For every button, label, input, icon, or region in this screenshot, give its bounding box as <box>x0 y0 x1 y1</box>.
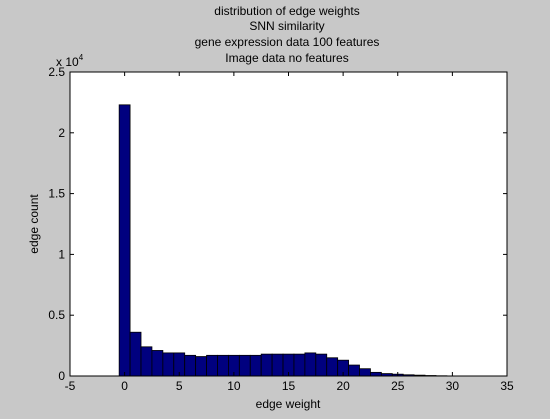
x-tick-label: 25 <box>391 379 405 393</box>
bar <box>348 364 360 377</box>
y-tick-label: 1 <box>58 247 65 261</box>
bar <box>359 368 371 377</box>
bar <box>217 354 229 377</box>
title-line-4: Image data no features <box>225 51 348 65</box>
plot-area <box>70 72 507 376</box>
x-tick-label: 35 <box>500 379 514 393</box>
title-line-2: SNN similarity <box>249 19 324 33</box>
x-tick-label: -5 <box>65 379 76 393</box>
y-exponent-power: 4 <box>79 53 84 62</box>
bar <box>206 354 218 377</box>
x-axis-label: edge weight <box>256 397 321 411</box>
bar <box>195 356 207 377</box>
y-exponent: x 104 <box>56 53 84 69</box>
bar <box>293 353 306 377</box>
bar <box>238 354 251 377</box>
bar <box>260 353 273 377</box>
bar <box>271 353 284 377</box>
bar <box>315 353 328 377</box>
bar <box>249 354 262 377</box>
y-axis-label: edge count <box>27 194 41 254</box>
x-axis-ticks: -5 0 5 10 15 20 25 30 35 <box>65 72 514 393</box>
x-tick-label: 15 <box>282 379 296 393</box>
chart-title: distribution of edge weights SNN similar… <box>195 4 380 65</box>
y-tick-label: 0 <box>58 369 65 383</box>
y-axis-ticks: 0 0.5 1 1.5 2 2.5 <box>48 65 507 383</box>
y-tick-label: 1.5 <box>48 187 65 201</box>
y-exponent-base: x 10 <box>56 55 79 69</box>
bar <box>151 350 164 377</box>
x-tick-label: 10 <box>227 379 241 393</box>
bar <box>162 352 175 377</box>
x-tick-label: 5 <box>176 379 183 393</box>
title-line-3: gene expression data 100 features <box>195 35 380 49</box>
bar <box>304 352 317 377</box>
bar <box>140 346 153 377</box>
y-tick-label: 0.5 <box>48 308 65 322</box>
bar <box>370 371 382 377</box>
bar <box>326 357 339 377</box>
y-tick-label: 2 <box>58 126 65 140</box>
x-tick-label: 30 <box>446 379 460 393</box>
bar <box>118 104 131 377</box>
bar <box>129 331 142 377</box>
title-line-1: distribution of edge weights <box>214 4 359 18</box>
x-tick-label: 0 <box>121 379 128 393</box>
x-tick-label: 20 <box>336 379 350 393</box>
y-tick-label: 2.5 <box>48 65 65 79</box>
bar <box>184 354 197 377</box>
